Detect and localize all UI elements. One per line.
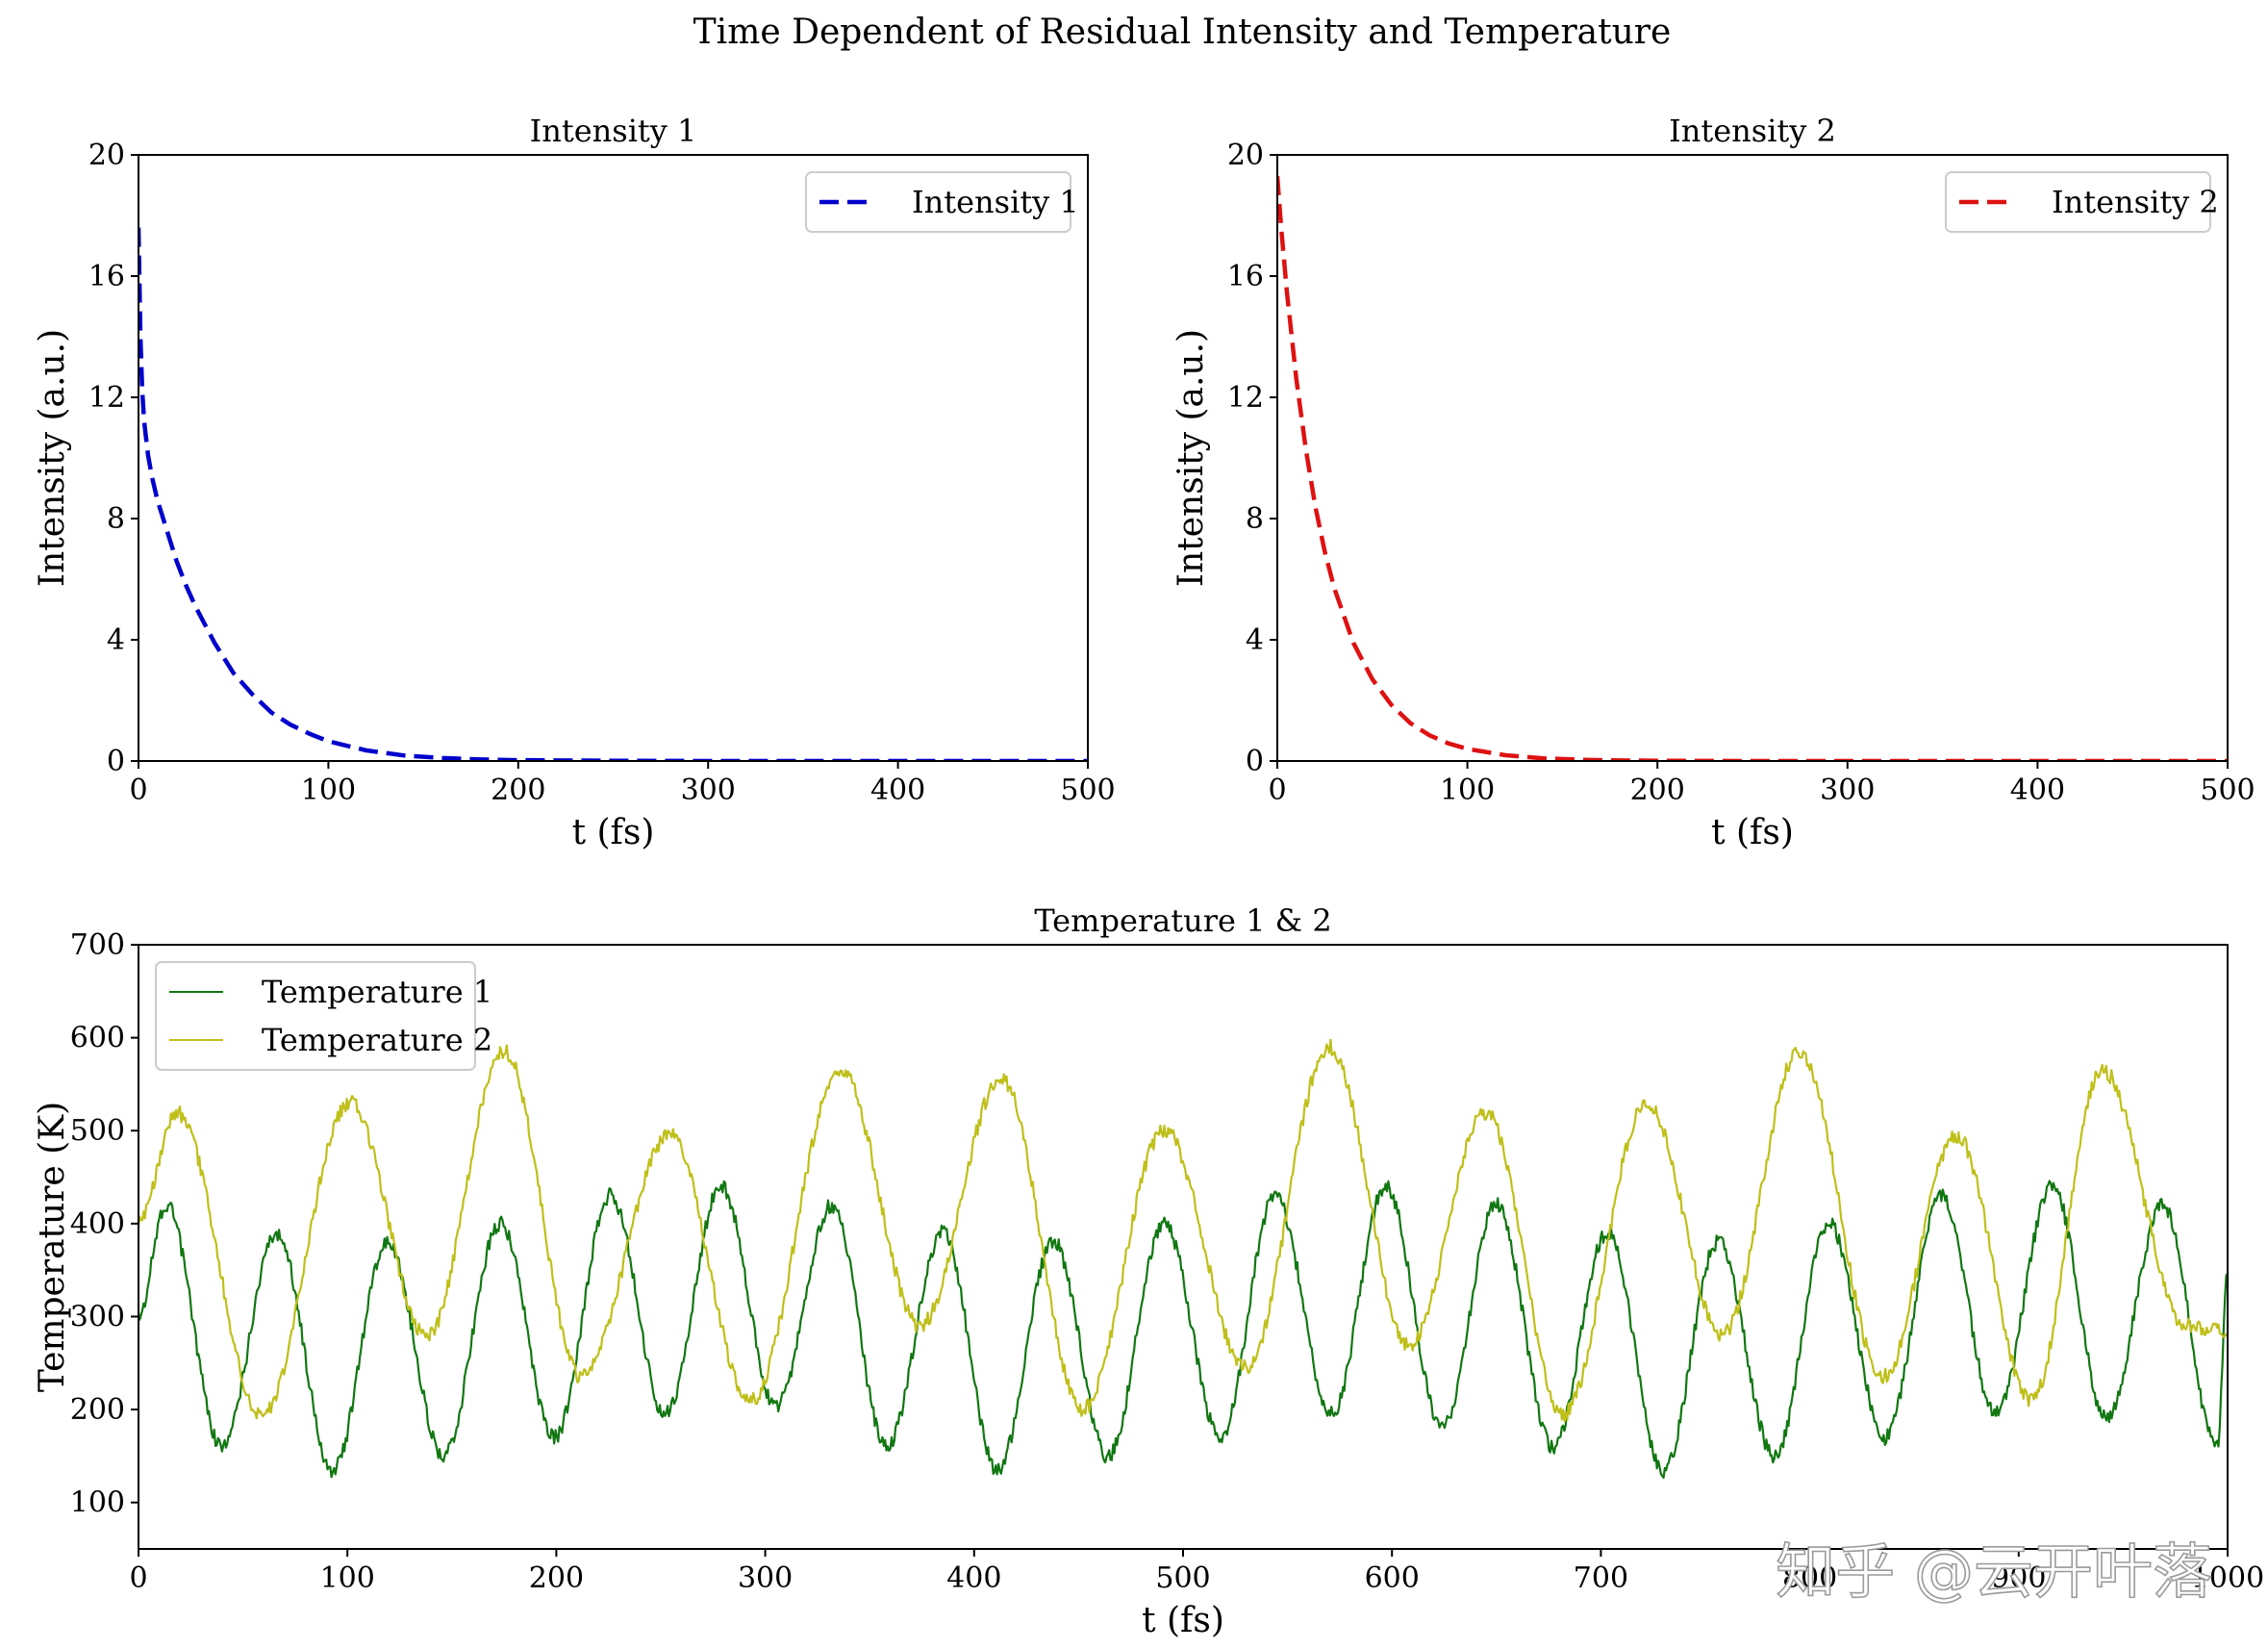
- x-tick-label: 500: [1155, 1561, 1210, 1595]
- x-tick-label: 400: [946, 1561, 1001, 1595]
- x-tick-label: 0: [129, 774, 147, 807]
- intensity2-x-axis-label: t (fs): [1711, 813, 1794, 852]
- y-tick-label: 8: [1246, 502, 1264, 536]
- intensity2-legend: Intensity 2: [1945, 171, 2219, 233]
- series-line-1: [139, 1180, 2228, 1479]
- x-tick-label: 500: [1060, 774, 1115, 807]
- temperature-series-group: [139, 1038, 2228, 1479]
- x-tick-label: 1000: [2191, 1561, 2264, 1595]
- legend-box: [805, 171, 1071, 233]
- y-tick-label: 16: [88, 260, 125, 293]
- y-tick-label: 400: [70, 1207, 125, 1241]
- temperature-x-axis-label: t (fs): [1142, 1601, 1224, 1640]
- intensity1-title: Intensity 1: [530, 113, 697, 149]
- x-tick-label: 300: [1820, 774, 1875, 807]
- y-tick-label: 0: [107, 745, 125, 778]
- legend-label-1: Intensity 2: [2052, 184, 2219, 220]
- legend-box: [1945, 171, 2211, 233]
- y-tick-label: 100: [70, 1486, 125, 1520]
- x-tick-label: 0: [129, 1561, 147, 1595]
- x-tick-label: 0: [1268, 774, 1286, 807]
- y-tick-label: 0: [1246, 745, 1264, 778]
- x-tick-label: 900: [1991, 1561, 2046, 1595]
- intensity2-title: Intensity 2: [1669, 113, 1836, 149]
- intensity1-axes: 0 100 200 300 400 500 0 4 8 12 16 20 Intensity 1 t (f…: [33, 113, 1116, 852]
- series-line-2: [139, 1038, 2228, 1423]
- x-tick-label: 100: [301, 774, 356, 807]
- y-tick-label: 12: [88, 381, 125, 415]
- y-tick-label: 20: [88, 139, 125, 172]
- series-line-1: [139, 227, 1088, 761]
- y-tick-label: 200: [70, 1393, 125, 1427]
- legend-label-1: Intensity 1: [912, 184, 1079, 220]
- x-tick-label: 800: [1782, 1561, 1837, 1595]
- temperature-y-axis-label: Temperature (K): [33, 1102, 72, 1392]
- legend-label-1: Temperature 1: [262, 974, 492, 1010]
- intensity1-series-group: [139, 227, 1088, 761]
- intensity2-axes: 0 100 200 300 400 500 0 4 8 12 16 20 Intensity 2 t (f…: [1172, 113, 2255, 852]
- temperature-title: Temperature 1 & 2: [1034, 902, 1331, 939]
- y-tick-label: 8: [107, 502, 125, 536]
- y-tick-label: 300: [70, 1300, 125, 1333]
- series-line-1: [1277, 175, 2228, 761]
- x-tick-label: 300: [681, 774, 736, 807]
- x-tick-label: 200: [529, 1561, 584, 1595]
- y-tick-label: 4: [107, 623, 125, 657]
- y-tick-label: 12: [1227, 381, 1264, 415]
- y-tick-label: 500: [70, 1114, 125, 1148]
- x-tick-label: 600: [1365, 1561, 1420, 1595]
- x-tick-label: 700: [1574, 1561, 1628, 1595]
- y-tick-label: 700: [70, 928, 125, 962]
- x-tick-label: 500: [2200, 774, 2255, 807]
- legend-label-2: Temperature 2: [262, 1022, 492, 1058]
- intensity1-axes-frame: [138, 154, 1089, 762]
- x-tick-label: 300: [738, 1561, 793, 1595]
- x-tick-label: 400: [870, 774, 925, 807]
- intensity1-legend: Intensity 1: [805, 171, 1079, 233]
- x-tick-label: 100: [1440, 774, 1495, 807]
- temperature-axes: 0 100 200 300 400 500 600 700 800 900 1000 100 200 30…: [33, 902, 2264, 1640]
- y-tick-label: 20: [1227, 139, 1264, 172]
- y-tick-label: 4: [1246, 623, 1264, 657]
- x-tick-label: 200: [1630, 774, 1685, 807]
- intensity2-axes-frame: [1276, 154, 2229, 762]
- intensity2-series-group: [1277, 175, 2228, 761]
- intensity2-y-axis-label: Intensity (a.u.): [1172, 329, 1211, 587]
- x-tick-label: 400: [2010, 774, 2065, 807]
- intensity1-x-axis-label: t (fs): [572, 813, 655, 852]
- intensity1-y-axis-label: Intensity (a.u.): [33, 329, 72, 587]
- y-tick-label: 600: [70, 1022, 125, 1055]
- x-tick-label: 200: [491, 774, 545, 807]
- y-tick-label: 16: [1227, 260, 1264, 293]
- x-tick-label: 100: [320, 1561, 375, 1595]
- figure-title: Time Dependent of Residual Intensity and…: [693, 13, 1672, 52]
- legend-box: [155, 961, 476, 1071]
- temperature-legend: Temperature 1 Temperature 2: [155, 961, 492, 1071]
- watermark-text: 知乎 @云开叶落: [1776, 1536, 2212, 1607]
